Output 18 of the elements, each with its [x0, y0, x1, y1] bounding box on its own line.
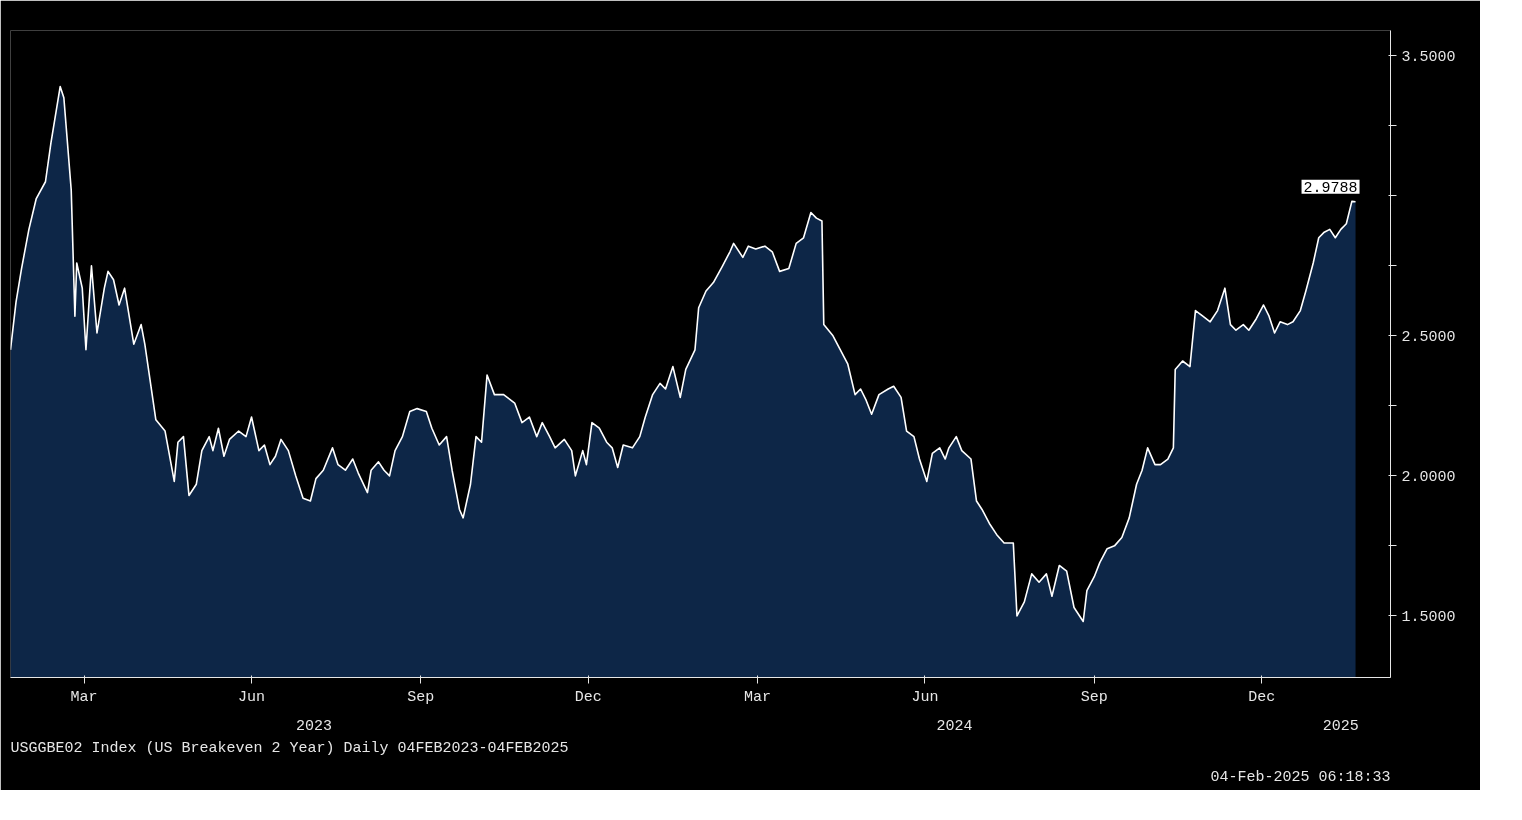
x-tick-label: Mar: [744, 688, 772, 706]
x-tick-label: Mar: [70, 688, 98, 706]
x-tick-label: Dec: [574, 688, 602, 706]
y-tick-label: 2.0000: [1401, 468, 1456, 486]
y-tick-label: 1.5000: [1401, 608, 1456, 626]
x2-tick-label: 2025: [1322, 717, 1359, 735]
x-tick-label: Sep: [407, 688, 435, 706]
text: USGGBE02 Index (US Breakeven 2 Year) Daily 04FEB2023-04FEB2025: [10, 739, 569, 757]
x-tick-label: Jun: [911, 688, 939, 706]
x2-tick-label: 2024: [936, 717, 973, 735]
y-tick-label: 2.5000: [1401, 328, 1456, 346]
x-tick-label: Dec: [1248, 688, 1276, 706]
x-tick-label: Sep: [1080, 688, 1108, 706]
y-tick-label: 3.5000: [1401, 48, 1456, 66]
text: 04-Feb-2025 06:18:33: [1210, 768, 1391, 786]
x2-tick-label: 2023: [296, 717, 333, 735]
x-tick-label: Jun: [238, 688, 266, 706]
annotation: 2.9788: [1303, 179, 1358, 197]
